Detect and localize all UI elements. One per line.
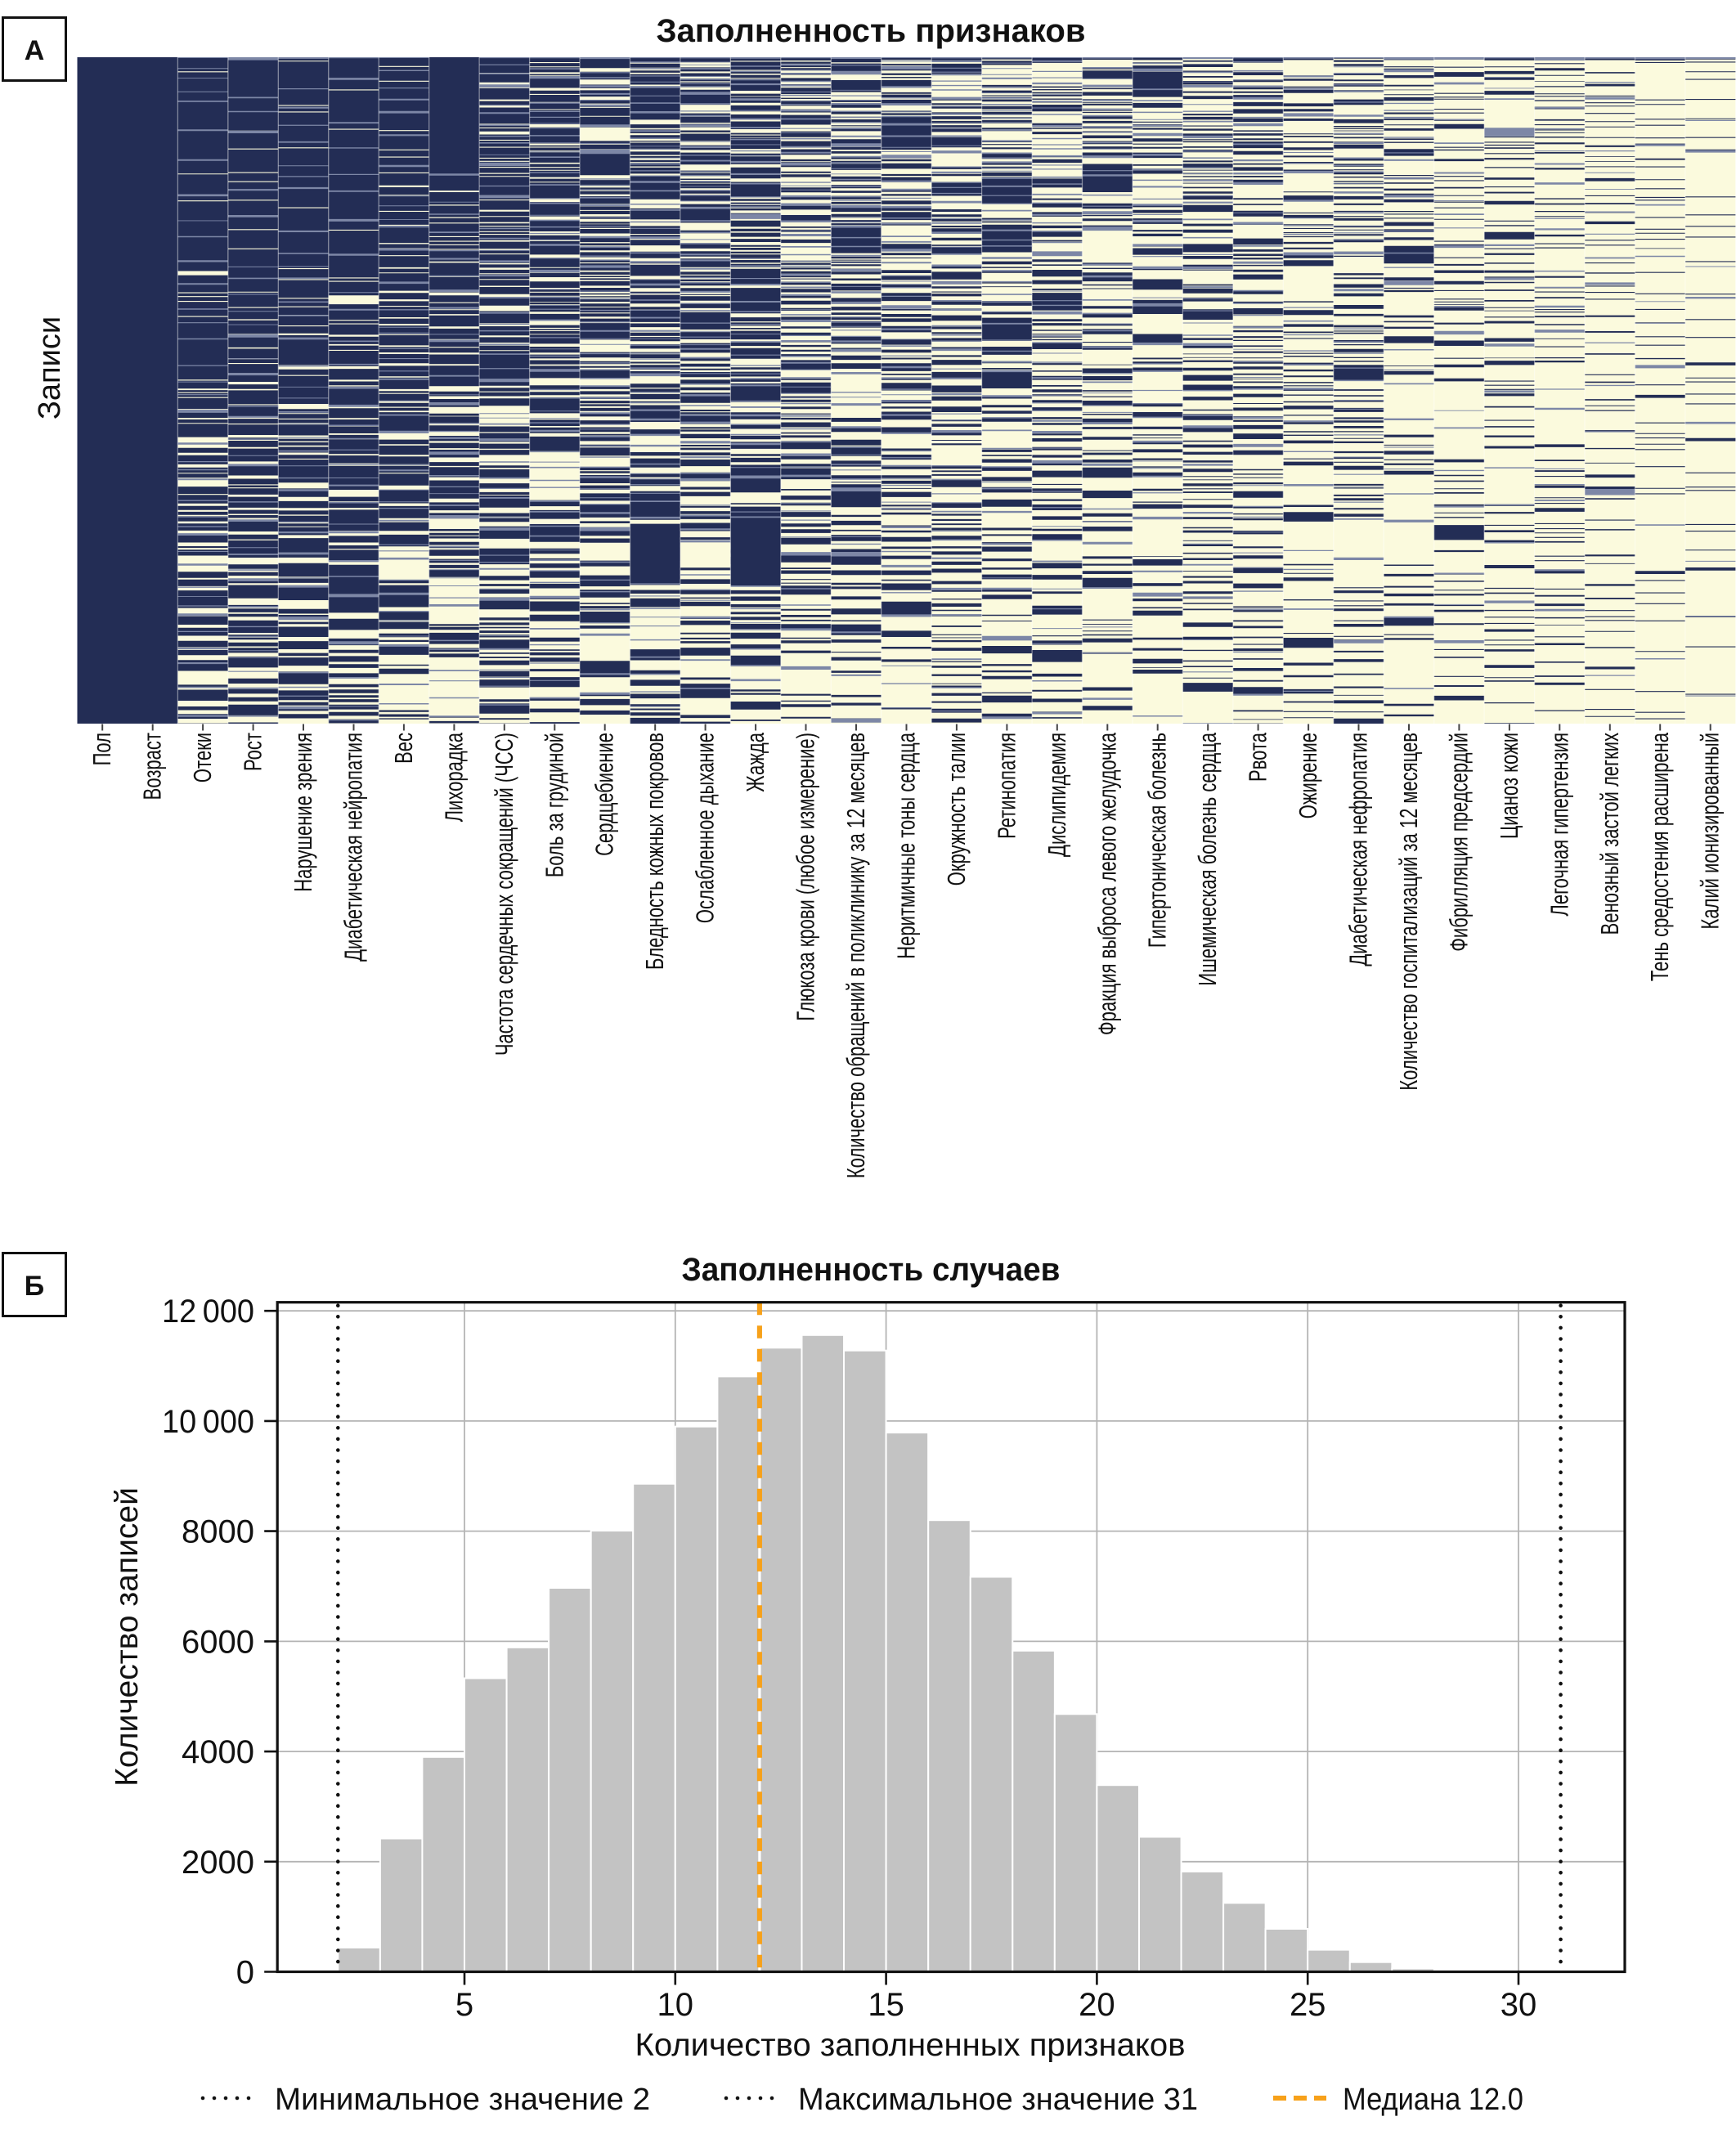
svg-text:Бледность кожных покровов: Бледность кожных покровов [641, 733, 670, 970]
svg-text:Ослабленное дыхание: Ослабленное дыхание [691, 733, 720, 923]
svg-text:15: 15 [868, 1987, 904, 2023]
svg-text:10 000: 10 000 [162, 1404, 254, 1440]
svg-text:Боль за грудиной: Боль за грудиной [541, 733, 569, 877]
svg-text:20: 20 [1079, 1987, 1115, 2023]
svg-text:2000: 2000 [182, 1845, 254, 1881]
svg-text:Глюкоза крови (любое измерение: Глюкоза крови (любое измерение) [792, 733, 820, 1021]
svg-text:Заполненность признаков: Заполненность признаков [657, 13, 1086, 49]
svg-text:30: 30 [1500, 1987, 1537, 2023]
svg-text:Тень средостения расширена: Тень средостения расширена [1646, 733, 1675, 981]
svg-text:Неритмичные тоны сердца: Неритмичные тоны сердца [892, 733, 921, 959]
svg-text:Пол: Пол [88, 733, 117, 765]
svg-text:Нарушение зрения: Нарушение зрения [289, 733, 317, 892]
svg-text:Окружность талии: Окружность талии [942, 733, 971, 886]
svg-text:6000: 6000 [182, 1624, 254, 1660]
svg-text:Частота сердечных сокращений (: Частота сердечных сокращений (ЧСС) [490, 733, 518, 1056]
svg-text:Количество госпитализаций за 1: Количество госпитализаций за 12 месяцев [1394, 733, 1423, 1091]
svg-text:Записи: Записи [33, 316, 67, 419]
svg-text:25: 25 [1290, 1987, 1326, 2023]
svg-text:Количество обращений в поликли: Количество обращений в поликлинику за 12… [841, 733, 870, 1178]
svg-text:Венозный застой легких: Венозный застой легких [1595, 733, 1624, 935]
svg-text:А: А [25, 35, 45, 66]
svg-text:Заполненность случаев: Заполненность случаев [682, 1252, 1061, 1288]
svg-text:Возраст: Возраст [138, 733, 167, 800]
svg-text:10: 10 [657, 1987, 694, 2023]
svg-text:Калий ионизированный: Калий ионизированный [1696, 733, 1725, 929]
svg-text:Гипертоническая болезнь: Гипертоническая болезнь [1143, 733, 1172, 948]
svg-text:Диабетическая нейропатия: Диабетическая нейропатия [339, 733, 368, 962]
svg-text:Фибрилляция предсердий: Фибрилляция предсердий [1445, 733, 1474, 952]
svg-text:Фракция выброса левого желудоч: Фракция выброса левого желудочка [1093, 733, 1122, 1035]
svg-text:Медиана 12.0: Медиана 12.0 [1343, 2083, 1523, 2117]
svg-text:Цианоз кожи: Цианоз кожи [1495, 733, 1523, 839]
svg-text:Лихорадка: Лихорадка [440, 733, 469, 822]
svg-text:Рвота: Рвота [1244, 733, 1272, 782]
svg-text:Ожирение: Ожирение [1294, 733, 1322, 818]
svg-text:Максимальное значение 31: Максимальное значение 31 [798, 2083, 1198, 2117]
svg-text:Минимальное значение 2: Минимальное значение 2 [275, 2083, 650, 2117]
svg-text:Жажда: Жажда [741, 733, 769, 792]
svg-text:5: 5 [455, 1987, 473, 2023]
svg-text:Отеки: Отеки [188, 733, 217, 782]
svg-text:Ретинопатия: Ретинопатия [993, 733, 1021, 839]
svg-text:Количество заполненных признак: Количество заполненных признаков [635, 2028, 1186, 2063]
svg-text:12 000: 12 000 [162, 1294, 254, 1330]
svg-text:Сердцебиение: Сердцебиение [590, 733, 619, 856]
svg-text:Б: Б [25, 1271, 44, 1302]
svg-text:Вес: Вес [389, 733, 418, 764]
svg-text:0: 0 [236, 1955, 254, 1991]
svg-text:4000: 4000 [182, 1734, 254, 1770]
svg-text:Диабетическая нефропатия: Диабетическая нефропатия [1344, 733, 1373, 966]
svg-text:8000: 8000 [182, 1514, 254, 1550]
svg-text:Количество записей: Количество записей [110, 1487, 145, 1787]
svg-text:Рост: Рост [239, 733, 267, 771]
svg-text:Дислипидемия: Дислипидемия [1043, 733, 1071, 857]
svg-text:Ишемическая болезнь сердца: Ишемическая болезнь сердца [1194, 733, 1222, 986]
svg-text:Легочная гипертензия: Легочная гипертензия [1545, 733, 1574, 917]
